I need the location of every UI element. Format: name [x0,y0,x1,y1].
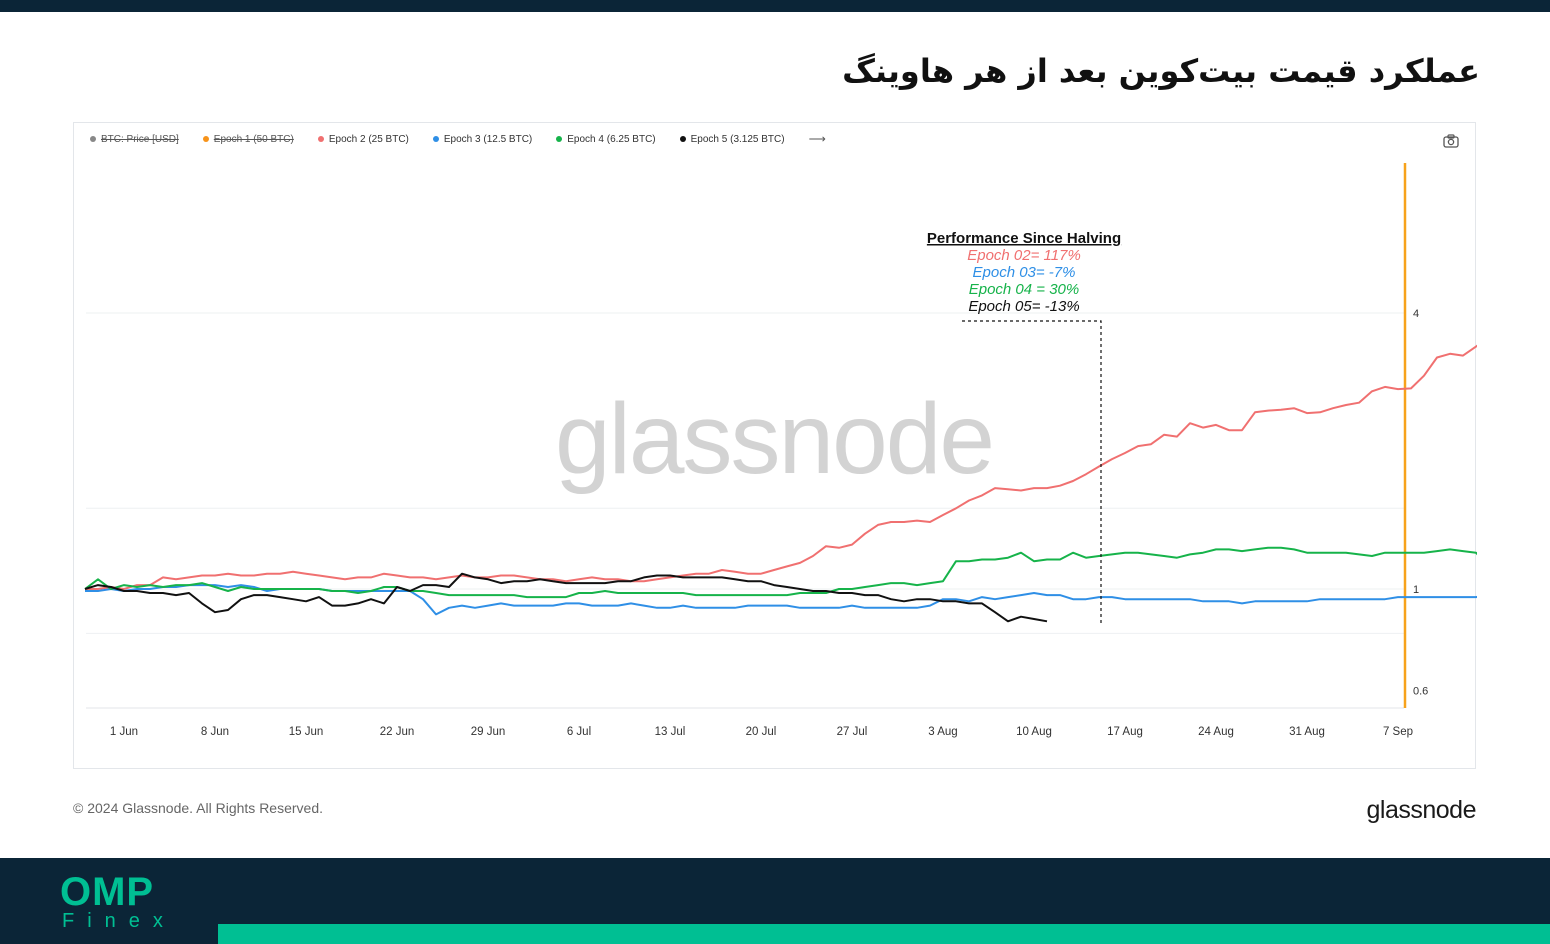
x-tick-label: 24 Aug [1198,726,1234,738]
legend-item[interactable]: Epoch 4 (6.25 BTC) [556,133,656,145]
legend-label: Epoch 5 (3.125 BTC) [690,133,785,145]
x-tick-label: 3 Aug [928,726,957,738]
annotation-line: Epoch 04 = 30% [969,281,1080,298]
legend-item[interactable]: Epoch 2 (25 BTC) [317,133,409,145]
y-tick-label: 4 [1413,308,1419,320]
x-tick-label: 7 Sep [1383,726,1413,738]
annotation-callout [962,320,1102,625]
legend-more-arrow[interactable]: ⟶ [808,132,826,146]
annotation-title: Performance Since Halving [927,230,1121,247]
legend-item[interactable]: Epoch 1 (50 BTC) [202,133,294,145]
legend-label: Epoch 4 (6.25 BTC) [567,133,656,145]
x-tick-label: 10 Aug [1016,726,1052,738]
brand-logo: glassnode [1366,796,1477,824]
legend-label: Epoch 3 (12.5 BTC) [443,133,533,145]
footer: OMP Finex [0,858,1550,944]
chart-plot: glassnode 1 Jun 8 Jun 15 Jun 22 Jun 29 Jun 6 J… [84,163,1477,738]
annotation-line: Epoch 02= 117% [967,247,1081,264]
page-title: عملکرد قیمت بیت‌کوین بعد از هر هاوینگ [842,52,1480,90]
x-tick-label: 22 Jun [380,726,415,738]
camera-icon[interactable] [1443,134,1459,148]
y-tick-label: 1 [1413,584,1419,596]
annotation-line: Epoch 05= -13% [968,298,1079,315]
legend-item[interactable]: Epoch 3 (12.5 BTC) [432,133,533,145]
legend-label: BTC: Price [USD] [101,133,179,145]
x-tick-label: 6 Jul [567,726,591,738]
series-line-2 [85,344,1477,590]
x-tick-label: 8 Jun [201,726,229,738]
omp-logo-sub: Finex [62,910,176,932]
legend-dot [556,136,563,142]
series-line-3 [85,584,1477,616]
y-tick-label: 0.6 [1413,686,1428,698]
x-tick-label: 29 Jun [471,726,506,738]
legend-dot [202,136,209,142]
legend-dot [90,136,96,142]
x-tick-label: 15 Jun [289,726,324,738]
legend-item[interactable]: Epoch 5 (3.125 BTC) [679,133,785,145]
legend-item[interactable]: BTC: Price [USD] [90,134,179,145]
legend-dot [679,136,686,142]
x-tick-label: 17 Aug [1107,726,1143,738]
x-tick-label: 27 Jul [837,726,868,738]
series-line-5 [84,572,1048,623]
legend-dot [317,136,324,142]
x-tick-label: 13 Jul [655,726,686,738]
footer-accent-bar [218,924,1550,944]
legend-dot [432,136,439,142]
chart-legend: BTC: Price [USD] Epoch 1 (50 BTC) Epoch 2 … [90,132,826,146]
chart-frame: BTC: Price [USD] Epoch 1 (50 BTC) Epoch 2 … [73,122,1477,769]
x-tick-label: 20 Jul [746,726,777,738]
legend-label: Epoch 1 (50 BTC) [213,133,294,145]
omp-logo: OMP [60,870,155,914]
watermark: glassnode [555,383,993,495]
copyright: © 2024 Glassnode. All Rights Reserved. [73,800,324,816]
legend-label: Epoch 2 (25 BTC) [328,133,409,145]
top-bar [0,0,1550,12]
annotation-line: Epoch 03= -7% [973,264,1076,281]
x-tick-label: 31 Aug [1289,726,1325,738]
x-tick-label: 1 Jun [110,726,138,738]
